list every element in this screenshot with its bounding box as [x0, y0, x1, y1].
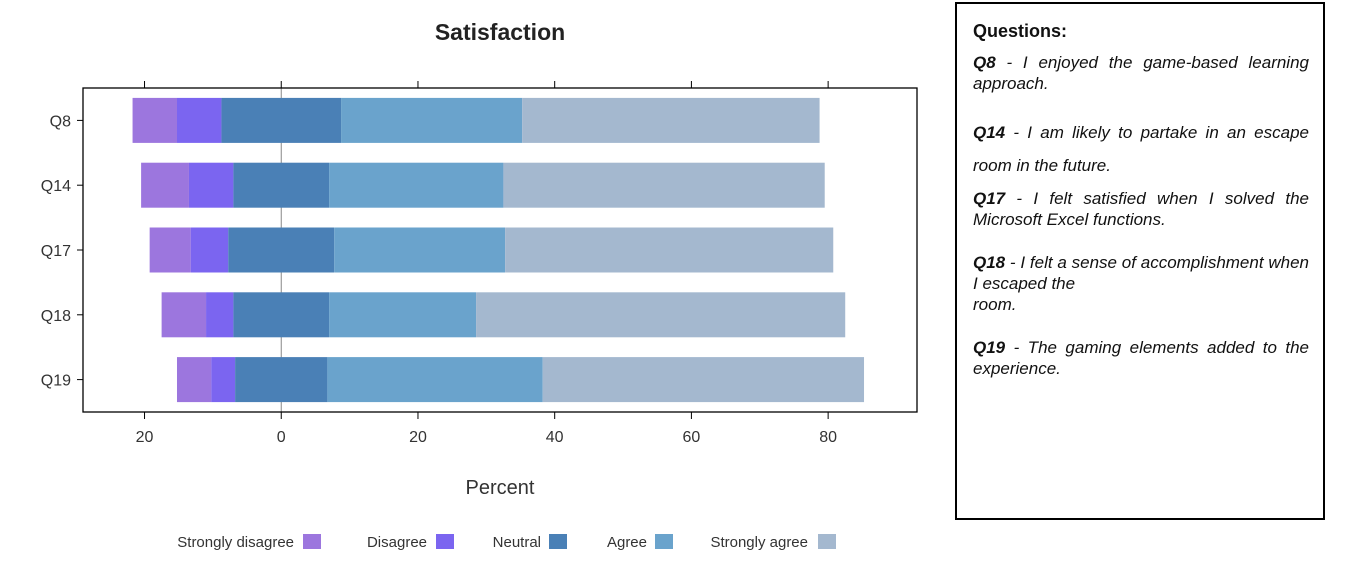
chart-svg: Satisfaction Q8 Q14 Q17 Q18 Q19 20 0 20 40 60 80 Per… [41, 19, 918, 551]
plot-frame [82, 87, 918, 413]
bar-q8-agree [341, 97, 523, 143]
bar-q8-strongly-agree [522, 97, 820, 143]
question-item-q17: Q17 - I felt satisfied when I solved the… [973, 188, 1309, 230]
bar-q17-agree [334, 227, 506, 273]
bar-q17-strongly-agree [505, 227, 834, 273]
bar-q8-strongly-disagree [132, 97, 177, 143]
bar-q18-agree [329, 292, 477, 338]
questions-panel: Questions: Q8 - I enjoyed the game-based… [955, 2, 1325, 520]
question-id: Q19 [973, 338, 1006, 357]
question-id: Q17 [973, 189, 1006, 208]
question-text: - The gaming elements added to the exper… [973, 338, 1309, 378]
bar-q18-neutral [233, 292, 330, 338]
bar-q19-agree [327, 357, 543, 403]
x-tick-label: 20 [136, 429, 154, 446]
bar-q19-disagree [211, 357, 236, 403]
x-tick-label: 60 [683, 429, 701, 446]
legend-swatch [655, 534, 673, 549]
y-tick-label: Q17 [41, 243, 71, 260]
legend-label: Strongly disagree [177, 534, 294, 551]
bar-q8-neutral [221, 97, 342, 143]
questions-heading: Questions: [973, 21, 1068, 41]
bar-q18-strongly-disagree [161, 292, 207, 338]
bar-q17-neutral [228, 227, 335, 273]
x-tick-label: 80 [819, 429, 837, 446]
legend-swatch [818, 534, 836, 549]
legend-swatch [549, 534, 567, 549]
question-text: - I felt a sense of accomplishment when … [973, 253, 1309, 314]
bar-q19-strongly-disagree [176, 357, 212, 403]
bar-q17-disagree [190, 227, 229, 273]
x-tick-label: 40 [546, 429, 564, 446]
y-tick-label: Q14 [41, 178, 71, 195]
question-text: - I am likely to partake in an escape ro… [973, 123, 1309, 175]
question-item-q14: Q14 - I am likely to partake in an escap… [973, 116, 1309, 182]
legend-swatch [436, 534, 454, 549]
bar-q14-strongly-disagree [141, 162, 189, 208]
bar-q14-disagree [188, 162, 234, 208]
legend-label: Agree [607, 534, 647, 551]
legend-swatch [303, 534, 321, 549]
bar-q18-disagree [206, 292, 234, 338]
bar-q19-strongly-agree [542, 357, 865, 403]
bar-q14-agree [329, 162, 504, 208]
x-axis-label: Percent [466, 477, 535, 499]
chart-panel: Satisfaction Q8 Q14 Q17 Q18 Q19 20 0 20 40 60 80 Per… [41, 19, 918, 551]
chart-title: Satisfaction [435, 19, 565, 45]
legend-label: Strongly agree [710, 534, 808, 551]
question-text: - I felt satisfied when I solved the Mic… [973, 189, 1309, 229]
y-tick-label: Q8 [50, 113, 71, 130]
bar-q17-strongly-disagree [149, 227, 191, 273]
question-text: - I enjoyed the game-based learning appr… [973, 53, 1309, 93]
x-tick-label: 0 [277, 429, 286, 446]
question-id: Q14 [973, 123, 1006, 142]
x-tick-label: 20 [409, 429, 427, 446]
bar-q18-strongly-agree [476, 292, 846, 338]
legend-label: Neutral [493, 534, 541, 551]
legend-label: Disagree [367, 534, 427, 551]
question-item-q19: Q19 - The gaming elements added to the e… [973, 337, 1309, 379]
question-item-q18: Q18 - I felt a sense of accomplishment w… [973, 252, 1309, 315]
question-id: Q8 [973, 53, 996, 72]
bar-q19-neutral [235, 357, 328, 403]
bar-q14-neutral [233, 162, 330, 208]
bar-q8-disagree [176, 97, 222, 143]
y-tick-label: Q19 [41, 373, 71, 390]
question-item-q8: Q8 - I enjoyed the game-based learning a… [973, 52, 1309, 94]
question-id: Q18 [973, 253, 1006, 272]
y-tick-label: Q18 [41, 308, 71, 325]
bar-q14-strongly-agree [503, 162, 825, 208]
